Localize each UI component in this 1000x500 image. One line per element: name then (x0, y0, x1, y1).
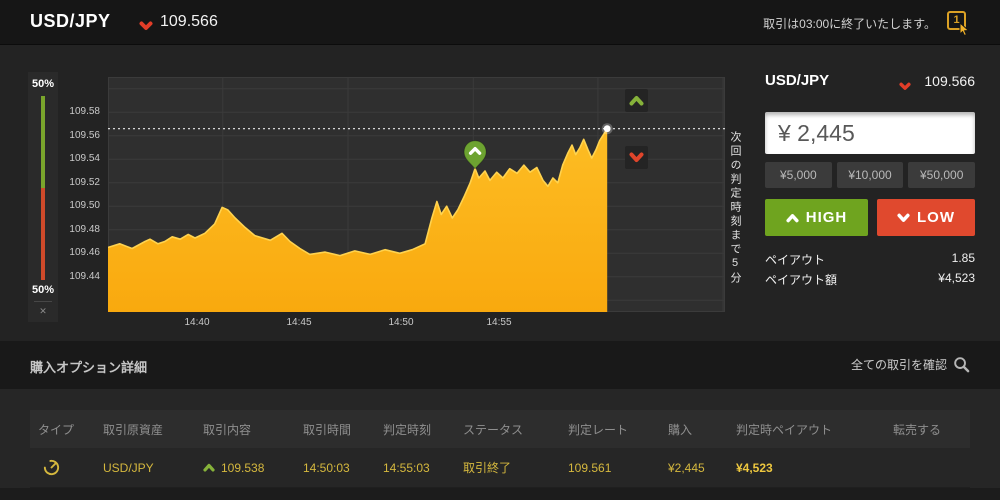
payout-ratio-row: ペイアウト 1.85 (765, 251, 975, 267)
payout-amount-value: ¥4,523 (938, 271, 975, 285)
header-pair-label: USD/JPY (30, 11, 111, 31)
gauge-divider (34, 301, 52, 302)
gauge-meter-icon (43, 459, 60, 476)
gauge-high-percent: 50% (31, 78, 55, 90)
chevron-up-icon (786, 213, 799, 222)
next-judgment-annotation: 次回の判定時刻まで5分 (729, 131, 741, 286)
panel-price: 109.566 (924, 73, 975, 89)
y-axis-labels: 109.58 109.56 109.54 109.52 109.50 109.48 109.… (55, 0, 100, 340)
y-axis-label: 109.58 (69, 106, 100, 117)
x-axis-label: 14:40 (184, 317, 210, 328)
trade-row[interactable]: USD/JPY 109.538 14:50:03 14:55:03 取引終了 109.56… (30, 448, 970, 488)
trade-panel: USD/JPY 109.566 ¥5,000 ¥10,000 ¥50,000 H… (765, 71, 976, 301)
cell-judge-time: 14:55:03 (383, 460, 430, 475)
low-button[interactable]: LOW (877, 199, 975, 236)
low-label: LOW (917, 209, 955, 226)
x-axis-labels: 14:40 14:45 14:50 14:55 (0, 317, 760, 331)
gauge-bar-high (41, 96, 45, 188)
chart-high-button[interactable] (625, 89, 648, 112)
y-axis-label: 109.50 (69, 200, 100, 211)
x-axis-label: 14:50 (388, 317, 414, 328)
column-header-1: タイプ (38, 422, 75, 437)
y-axis-label: 109.54 (69, 153, 100, 164)
column-header-10: 転売する (893, 422, 942, 437)
preset-50000-button[interactable]: ¥50,000 (908, 162, 976, 188)
cell-trade-detail: 109.538 (195, 461, 295, 475)
column-header-6: ステータス (463, 422, 524, 437)
sentiment-gauge: 50% 50% ✕ (28, 72, 58, 322)
price-chart-svg (107, 77, 725, 312)
amount-input[interactable] (765, 112, 975, 154)
y-axis-label: 109.56 (69, 130, 100, 141)
chevron-up-icon (203, 463, 215, 472)
chart-low-button[interactable] (625, 146, 648, 169)
amount-presets: ¥5,000 ¥10,000 ¥50,000 (765, 162, 976, 188)
cell-payout: ¥4,523 (736, 460, 773, 475)
cell-status: 取引終了 (463, 461, 512, 475)
column-header-2: 取引原資産 (103, 422, 164, 437)
price-down-icon (899, 78, 911, 96)
cell-option-type (30, 458, 95, 477)
y-axis-label: 109.48 (69, 224, 100, 235)
details-title: 購入オプション詳細 (30, 360, 148, 375)
cursor-icon (959, 23, 970, 36)
cell-asset: USD/JPY (103, 460, 154, 475)
y-axis-label: 109.44 (69, 271, 100, 282)
table-bottom-strip (0, 488, 1000, 500)
one-click-trade-icon[interactable]: 1 (947, 11, 970, 36)
payout-amount-label: ペイアウト額 (765, 273, 838, 287)
preset-10000-button[interactable]: ¥10,000 (836, 162, 904, 188)
view-all-label: 全ての取引を確認 (850, 358, 947, 372)
column-header-3: 取引内容 (203, 422, 252, 437)
view-all-trades-link[interactable]: 全ての取引を確認 (851, 356, 970, 373)
payout-value: 1.85 (951, 251, 975, 265)
trading-close-notice: 取引は03:00に終了いたします。 (763, 17, 936, 31)
high-label: HIGH (805, 209, 848, 226)
chevron-up-icon (629, 96, 644, 106)
y-axis-label: 109.52 (69, 177, 100, 188)
gauge-bar-low (41, 188, 45, 280)
column-header-7: 判定レート (568, 422, 629, 437)
column-header-5: 判定時刻 (383, 422, 432, 437)
panel-quote-row: USD/JPY 109.566 (765, 71, 975, 91)
entry-marker-pin-icon (463, 140, 487, 170)
trade-history-section: タイプ 取引原資産 取引内容 取引時間 判定時刻 ステータス 判定レート 購入 判定時ペイアウト… (0, 389, 1000, 500)
price-chart (107, 77, 725, 312)
price-down-icon (139, 18, 153, 36)
cell-purchase: ¥2,445 (668, 460, 705, 475)
details-bar: 購入オプション詳細 全ての取引を確認 (0, 341, 1000, 389)
gauge-collapse-button[interactable]: ✕ (39, 306, 47, 316)
x-axis-label: 14:45 (286, 317, 312, 328)
x-axis-label: 14:55 (486, 317, 512, 328)
payout-label: ペイアウト (765, 253, 826, 267)
preset-5000-button[interactable]: ¥5,000 (765, 162, 832, 188)
magnifier-icon (954, 357, 970, 373)
header-price: 109.566 (160, 13, 218, 30)
payout-amount-row: ペイアウト額 ¥4,523 (765, 271, 975, 287)
gauge-low-percent: 50% (31, 284, 55, 296)
cell-judge-rate: 109.561 (568, 460, 612, 475)
cell-trade-time: 14:50:03 (303, 460, 350, 475)
chevron-down-icon (897, 213, 910, 222)
panel-pair-label: USD/JPY (765, 72, 830, 89)
column-header-4: 取引時間 (303, 422, 352, 437)
column-header-8: 購入 (668, 422, 693, 437)
table-header-row: タイプ 取引原資産 取引内容 取引時間 判定時刻 ステータス 判定レート 購入 判定時ペイアウト… (30, 410, 970, 448)
one-click-label: 1 (953, 14, 960, 26)
top-header: USD/JPY 109.566 取引は03:00に終了いたします。 1 (0, 0, 1000, 45)
column-header-9: 判定時ペイアウト (736, 422, 833, 437)
y-axis-label: 109.46 (69, 247, 100, 258)
chevron-down-icon (629, 152, 644, 162)
high-button[interactable]: HIGH (765, 199, 868, 236)
